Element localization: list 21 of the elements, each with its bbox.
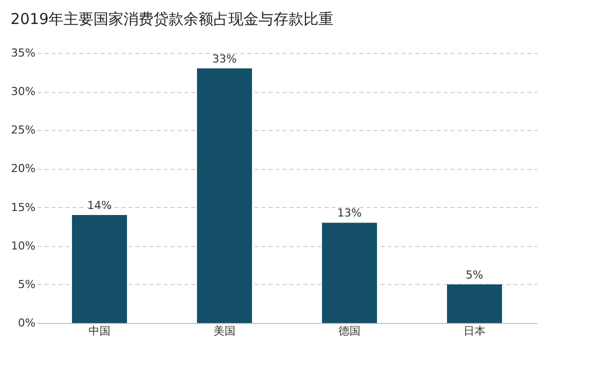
y-tick-label: 25%	[11, 124, 36, 137]
bar	[322, 222, 377, 323]
y-tick-label: 35%	[11, 46, 36, 60]
data-label: 5%	[466, 268, 484, 282]
chart-title: 2019年主要国家消费贷款余额占现金与存款比重	[10, 10, 334, 28]
y-tick-label: 10%	[11, 239, 36, 252]
bar	[72, 215, 127, 323]
x-tick-label: 德国	[338, 324, 360, 338]
y-tick-label: 5%	[18, 278, 36, 291]
data-label: 14%	[87, 199, 112, 212]
y-tick-label: 30%	[11, 85, 36, 98]
y-tick-label: 20%	[11, 162, 36, 176]
x-tick-label: 美国	[214, 324, 236, 338]
bar	[197, 68, 252, 323]
x-tick-label: 日本	[464, 324, 486, 338]
y-tick-label: 15%	[11, 200, 36, 214]
y-tick-label: 0%	[18, 316, 36, 330]
data-label: 13%	[337, 206, 362, 220]
data-label: 33%	[212, 52, 237, 66]
x-tick-label: 中国	[88, 324, 110, 338]
bar	[447, 284, 502, 323]
